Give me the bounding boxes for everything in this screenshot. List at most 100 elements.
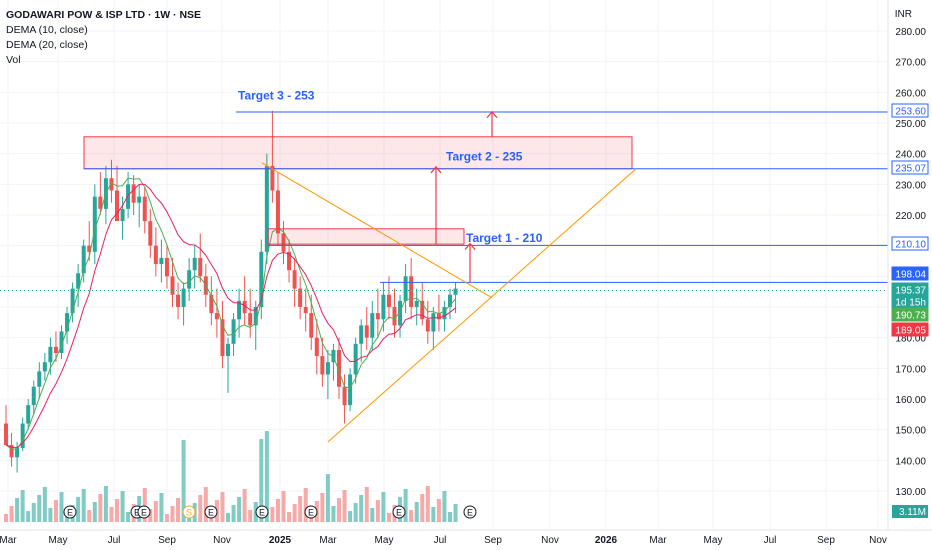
- price-tick-label: 270.00: [895, 58, 926, 69]
- candle-body: [453, 288, 458, 295]
- earnings-event-marker: [204, 505, 218, 519]
- candle-body: [398, 300, 403, 326]
- resistance-zone-upper: [83, 136, 633, 170]
- volume-bar: [292, 504, 297, 522]
- candle-body: [375, 313, 380, 320]
- volume-bar: [348, 511, 353, 522]
- event-marker-label: E: [259, 508, 265, 518]
- candle-body: [148, 221, 153, 246]
- candle-body: [126, 184, 131, 209]
- candle-body: [9, 445, 14, 458]
- price-tick-label: 180.00: [895, 334, 926, 345]
- volume-bar: [103, 486, 108, 522]
- volume-bar: [342, 490, 347, 522]
- earnings-event-marker: [255, 505, 269, 519]
- candle-body: [198, 257, 203, 277]
- volume-bar: [442, 491, 447, 522]
- volume-bar: [298, 496, 303, 522]
- time-tick-label: Jul: [764, 535, 777, 546]
- price-tick-label: 220.00: [895, 211, 926, 222]
- triangle-lower-line: [327, 168, 637, 443]
- candle-body: [181, 288, 186, 307]
- candle-body: [431, 313, 436, 332]
- volume-bar: [203, 487, 208, 522]
- time-tick-label: Nov: [541, 535, 559, 546]
- symbol-title[interactable]: GODAWARI POW & ISP LTD · 1W · NSE: [6, 9, 202, 21]
- candle-body: [270, 165, 275, 191]
- volume-bar: [126, 512, 131, 522]
- event-marker-label: E: [141, 508, 147, 518]
- volume-bar: [420, 494, 425, 522]
- candle-body: [109, 178, 114, 191]
- candle-body: [220, 319, 225, 357]
- price-tick-label: 240.00: [895, 150, 926, 161]
- time-tick-label: Sep: [158, 535, 176, 546]
- candle-body: [87, 245, 92, 252]
- candle-body: [303, 307, 308, 314]
- price-badge-label: 189.05: [895, 326, 926, 337]
- candle-body: [153, 245, 158, 265]
- volume-bar: [159, 493, 164, 522]
- split-event-marker: [182, 505, 196, 519]
- volume-bar: [153, 501, 158, 522]
- volume-bar: [48, 508, 53, 522]
- price-tick-label: 140.00: [895, 456, 926, 467]
- volume-bar: [148, 509, 153, 522]
- volume-badge: [892, 505, 928, 518]
- volume-legend[interactable]: Vol: [6, 54, 21, 66]
- candle-body: [98, 196, 103, 209]
- dema20-legend[interactable]: DEMA (20, close): [6, 39, 88, 51]
- candle-body: [120, 208, 125, 222]
- time-tick-label: Nov: [869, 535, 887, 546]
- event-marker-label: E: [396, 508, 402, 518]
- volume-bar: [81, 489, 86, 522]
- volume-bar: [248, 510, 253, 522]
- volume-bar: [53, 500, 58, 522]
- candle-body: [359, 325, 364, 344]
- event-marker-label: E: [67, 508, 73, 518]
- volume-bar: [325, 474, 330, 522]
- candle-body: [370, 313, 375, 338]
- candle-body: [320, 356, 325, 375]
- price-badge-label: 1d 15h: [895, 298, 926, 309]
- candle-body: [192, 257, 197, 271]
- candle-body: [159, 257, 164, 265]
- event-marker-label: S: [186, 508, 192, 518]
- candle-body: [298, 288, 303, 307]
- volume-bar: [98, 494, 103, 522]
- volume-bar: [425, 486, 430, 522]
- volume-bar: [381, 492, 386, 522]
- event-marker-label: E: [208, 508, 214, 518]
- candle-body: [81, 245, 86, 274]
- volume-bar: [237, 497, 242, 522]
- volume-bar: [4, 514, 8, 522]
- price-badge: [891, 307, 929, 322]
- time-tick-label: May: [375, 535, 394, 546]
- time-tick-label: Sep: [484, 535, 502, 546]
- volume-bar: [142, 488, 147, 522]
- volume-bar: [386, 513, 391, 522]
- volume-bar: [220, 492, 225, 522]
- candle-body: [115, 190, 119, 222]
- event-marker-label: E: [134, 508, 140, 518]
- candle-body: [70, 288, 75, 314]
- candle-body: [292, 270, 297, 289]
- candle-body: [353, 343, 358, 375]
- price-badge-label: 198.04: [895, 270, 926, 281]
- candle-body: [59, 331, 64, 353]
- price-badge-label: 195.37: [895, 286, 926, 297]
- candle-body: [442, 307, 447, 320]
- candle-body: [325, 362, 330, 375]
- candles-group: [4, 110, 458, 473]
- volume-bar: [259, 439, 264, 522]
- candle-body: [176, 294, 181, 307]
- volume-bar: [92, 502, 97, 522]
- time-tick-label: Jul: [108, 535, 121, 546]
- earnings-event-marker: [137, 505, 151, 519]
- candle-body: [37, 371, 42, 387]
- price-tick-label: 170.00: [895, 364, 926, 375]
- volume-group: [4, 431, 458, 522]
- volume-bar: [414, 502, 419, 522]
- dema10-legend[interactable]: DEMA (10, close): [6, 24, 88, 36]
